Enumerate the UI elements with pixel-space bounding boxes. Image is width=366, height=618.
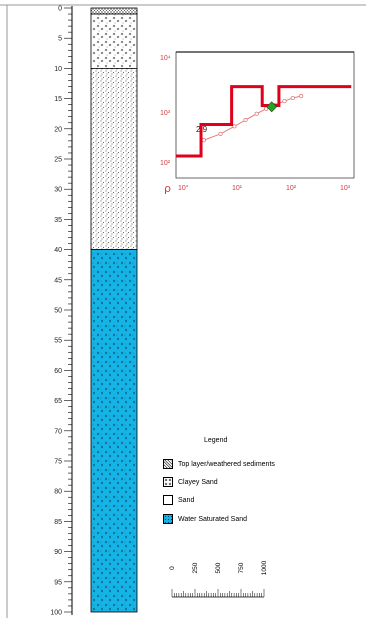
- legend-item-clayey-sand: Clayey Sand: [163, 475, 218, 489]
- depth-tick-label: 80: [54, 489, 62, 496]
- sounding-data-point: [282, 99, 287, 104]
- scale-bar-label: 1000: [261, 560, 268, 575]
- lithology-layer-sand: [90, 68, 138, 250]
- legend-item-label: Water Saturated Sand: [178, 515, 248, 523]
- depth-tick-label: 10: [54, 66, 62, 73]
- sounding-x-ticks: 10° 10¹ 10² 10³: [178, 184, 351, 192]
- sounding-x-tick-label: 10²: [286, 185, 297, 192]
- sounding-y-ticks: 10² 10³ 10⁴: [160, 55, 171, 167]
- depth-ticks: 0 5 10 15 20 25 30 35 40 45 50 55 60 65 70 75 80 85 90 95 10…: [50, 6, 72, 617]
- legend-item-label: Sand: [178, 496, 195, 504]
- scale-bar-label: 500: [215, 562, 222, 573]
- sounding-data-line: [203, 95, 302, 141]
- sounding-y-tick-label: 10²: [160, 160, 171, 167]
- sounding-model-step-line: [176, 85, 352, 158]
- depth-tick-label: 30: [54, 187, 62, 194]
- legend-item-label: Clayey Sand: [178, 478, 218, 486]
- sounding-data-point: [290, 95, 295, 101]
- depth-tick-label: 90: [54, 549, 62, 556]
- sounding-data-point: [201, 138, 206, 143]
- legend-item-water-saturated-sand: Water Saturated Sand: [163, 512, 247, 526]
- legend-item-sand: Sand: [163, 493, 194, 507]
- rho-axis-label: ρ: [164, 182, 171, 195]
- sounding-model-curve: [176, 85, 352, 158]
- sounding-x-tick-label: 10¹: [232, 185, 243, 192]
- depth-tick-label: 100: [50, 610, 62, 617]
- scale-bar-ticks: [171, 589, 265, 597]
- sounding-plot: 10² 10³ 10⁴ 10° 10¹ 10² 10³ ρ 2.9: [160, 51, 355, 195]
- depth-tick-label: 25: [54, 157, 62, 164]
- scale-bar-label: 250: [192, 562, 199, 573]
- sounding-data-point: [232, 124, 237, 129]
- sand-swatch-icon: [163, 495, 173, 505]
- sounding-data-point: [299, 94, 304, 99]
- depth-tick-label: 70: [54, 428, 62, 435]
- depth-tick-label: 40: [54, 247, 62, 254]
- depth-tick-label: 15: [54, 96, 62, 103]
- scale-bar-label: 0: [169, 566, 176, 570]
- scale-bar-label: 750: [238, 562, 245, 573]
- depth-tick-label: 65: [54, 398, 62, 405]
- sounding-data-point: [243, 117, 248, 123]
- lithology-column: [90, 7, 138, 613]
- lithology-layer-clayey-sand: [90, 13, 138, 69]
- top-layer-swatch-icon: [163, 459, 173, 469]
- depth-tick-label: 5: [58, 36, 62, 43]
- depth-axis: 0 5 10 15 20 25 30 35 40 45 50 55 60 65 70 75 80 85 90 95 10…: [50, 6, 73, 617]
- legend-item-top-layer: Top layer/weathered sediments: [163, 457, 275, 471]
- sounding-marker-point: [266, 101, 278, 113]
- depth-tick-label: 95: [54, 579, 62, 586]
- depth-tick-label: 35: [54, 217, 62, 224]
- depth-tick-label: 45: [54, 277, 62, 284]
- scale-bar-labels: 0 250 500 750 1000: [169, 560, 268, 575]
- sounding-y-tick-label: 10³: [160, 110, 171, 117]
- depth-tick-label: 85: [54, 519, 62, 526]
- depth-tick-label: 75: [54, 459, 62, 466]
- sounding-y-tick-label: 10⁴: [160, 55, 171, 62]
- sounding-data-point: [254, 111, 259, 116]
- sounding-x-tick-label: 10°: [178, 184, 189, 192]
- sounding-data-curve: [201, 94, 304, 143]
- lithology-layer-water-sand: [90, 249, 138, 613]
- depth-tick-label: 50: [54, 308, 62, 315]
- legend-title: Legend: [204, 437, 228, 444]
- depth-tick-label: 0: [58, 6, 62, 13]
- scale-bar: 0 250 500 750 1000: [169, 560, 268, 598]
- water-sand-swatch-icon: [163, 514, 173, 524]
- depth-tick-label: 20: [54, 126, 62, 133]
- clayey-sand-swatch-icon: [163, 477, 173, 487]
- legend-item-label: Top layer/weathered sediments: [178, 460, 275, 468]
- sounding-plot-frame: [175, 51, 355, 179]
- sounding-annotation: 2.9: [196, 125, 208, 134]
- sounding-data-point: [218, 131, 223, 136]
- depth-tick-label: 60: [54, 368, 62, 375]
- lithology-layer-top-layer: [90, 7, 138, 15]
- depth-tick-label: 55: [54, 338, 62, 345]
- sounding-x-tick-label: 10³: [340, 185, 351, 192]
